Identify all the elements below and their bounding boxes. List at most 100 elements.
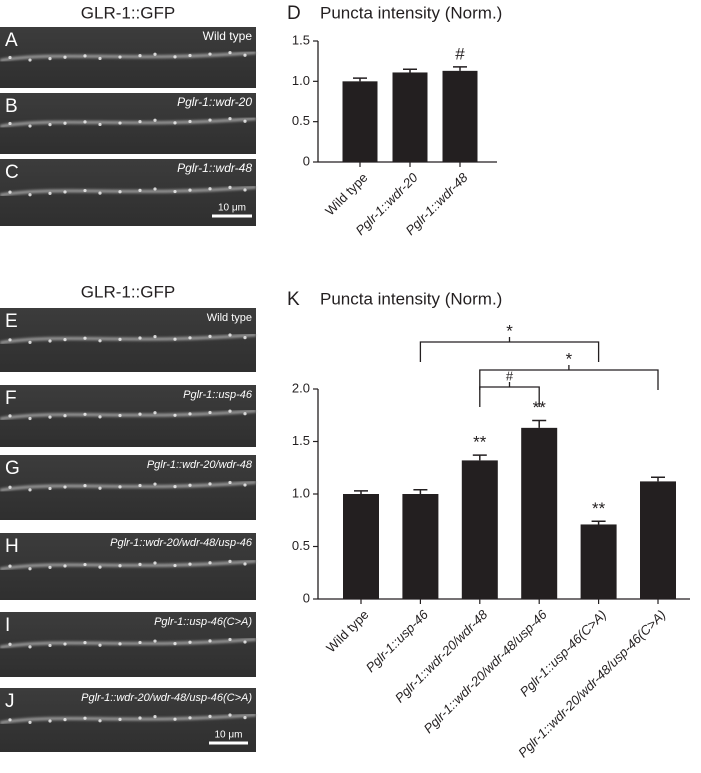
y-tick-label: 0.5 bbox=[292, 538, 310, 553]
punctum bbox=[63, 564, 67, 568]
punctum bbox=[208, 118, 212, 122]
punctum bbox=[153, 715, 157, 719]
panel-letter: C bbox=[5, 162, 19, 183]
punctum bbox=[63, 485, 67, 489]
punctum bbox=[208, 334, 212, 338]
punctum bbox=[243, 483, 247, 487]
error-bar bbox=[651, 476, 665, 482]
punctum bbox=[138, 336, 142, 340]
panel-label: Pglr-1::wdr-20 bbox=[177, 95, 252, 109]
panel-letter: D bbox=[287, 3, 301, 24]
punctum bbox=[138, 412, 142, 416]
punctum bbox=[138, 716, 142, 720]
punctum bbox=[138, 483, 142, 488]
x-tick-label: Wild type bbox=[322, 170, 370, 218]
punctum bbox=[243, 716, 247, 720]
y-tick-label: 2.0 bbox=[292, 380, 310, 395]
punctum bbox=[118, 642, 122, 646]
punctum bbox=[63, 55, 67, 59]
punctum bbox=[208, 714, 212, 719]
bracket bbox=[479, 386, 540, 407]
punctum bbox=[228, 185, 232, 189]
punctum bbox=[83, 336, 87, 340]
punctum bbox=[28, 340, 32, 344]
punctum bbox=[153, 118, 157, 122]
punctum bbox=[83, 412, 87, 416]
panel-label: Pglr-1::usp-46 bbox=[183, 389, 253, 401]
punctum bbox=[228, 333, 232, 337]
punctum bbox=[8, 564, 12, 568]
x-tick-label: Pglr-1::wdr-20/wdr-48/usp-46 bbox=[421, 606, 551, 736]
punctum bbox=[118, 413, 122, 418]
punctum bbox=[208, 187, 212, 191]
punctum bbox=[28, 193, 32, 197]
punctum bbox=[208, 482, 212, 486]
punctum bbox=[28, 58, 32, 62]
punctum bbox=[188, 53, 192, 58]
punctum bbox=[98, 191, 102, 195]
y-tick-label: 0 bbox=[303, 590, 310, 605]
punctum bbox=[8, 338, 12, 342]
punctum bbox=[188, 562, 192, 566]
punctum bbox=[243, 53, 247, 57]
punctum bbox=[243, 412, 247, 416]
punctum bbox=[8, 55, 12, 60]
punctum bbox=[208, 410, 212, 415]
punctum bbox=[98, 565, 102, 569]
bar bbox=[442, 70, 478, 162]
y-tick-label: 1.0 bbox=[292, 73, 310, 88]
punctum bbox=[83, 188, 87, 193]
punctum bbox=[8, 190, 12, 194]
bracket-label: # bbox=[506, 368, 514, 383]
punctum bbox=[48, 565, 52, 569]
punctum bbox=[188, 119, 192, 124]
panel-letter: F bbox=[5, 388, 17, 409]
image-title: GLR-1::GFP bbox=[81, 282, 175, 301]
punctum bbox=[243, 562, 247, 566]
punctum bbox=[8, 642, 12, 646]
panel-label: Wild type bbox=[203, 29, 253, 43]
punctum bbox=[173, 55, 177, 59]
significance: ** bbox=[592, 499, 606, 518]
image-title: GLR-1::GFP bbox=[81, 3, 175, 22]
bracket-label: * bbox=[566, 349, 573, 368]
punctum bbox=[48, 123, 52, 127]
y-tick-label: 1.0 bbox=[292, 485, 310, 500]
punctum bbox=[173, 121, 177, 125]
punctum bbox=[28, 720, 32, 725]
punctum bbox=[63, 338, 67, 342]
punctum bbox=[48, 191, 52, 195]
punctum bbox=[208, 561, 212, 565]
bracket-label: * bbox=[506, 321, 513, 340]
punctum bbox=[228, 51, 232, 55]
punctum bbox=[48, 57, 52, 61]
panel-label: Pglr-1::wdr-20/wdr-48 bbox=[147, 459, 253, 471]
panel-letter: K bbox=[287, 289, 300, 310]
punctum bbox=[8, 414, 12, 418]
punctum bbox=[98, 643, 102, 647]
panel-letter: G bbox=[5, 458, 20, 479]
punctum bbox=[228, 559, 232, 563]
punctum bbox=[138, 562, 142, 566]
x-tick-label: Wild type bbox=[323, 607, 371, 655]
bar bbox=[392, 72, 428, 162]
punctum bbox=[228, 117, 232, 121]
punctum bbox=[83, 54, 87, 58]
punctum bbox=[243, 188, 247, 192]
scale-bar-label: 10 μm bbox=[215, 730, 243, 741]
panel-letter: B bbox=[5, 96, 18, 117]
punctum bbox=[153, 561, 157, 565]
punctum bbox=[173, 485, 177, 489]
punctum bbox=[28, 488, 32, 492]
error-bar bbox=[591, 520, 606, 525]
punctum bbox=[48, 339, 52, 343]
punctum bbox=[8, 718, 12, 722]
punctum bbox=[243, 119, 247, 123]
punctum bbox=[118, 121, 122, 125]
punctum bbox=[118, 190, 122, 194]
significance: ** bbox=[533, 398, 547, 417]
punctum bbox=[83, 484, 87, 488]
punctum bbox=[28, 645, 32, 649]
punctum bbox=[118, 485, 122, 489]
punctum bbox=[98, 339, 102, 343]
